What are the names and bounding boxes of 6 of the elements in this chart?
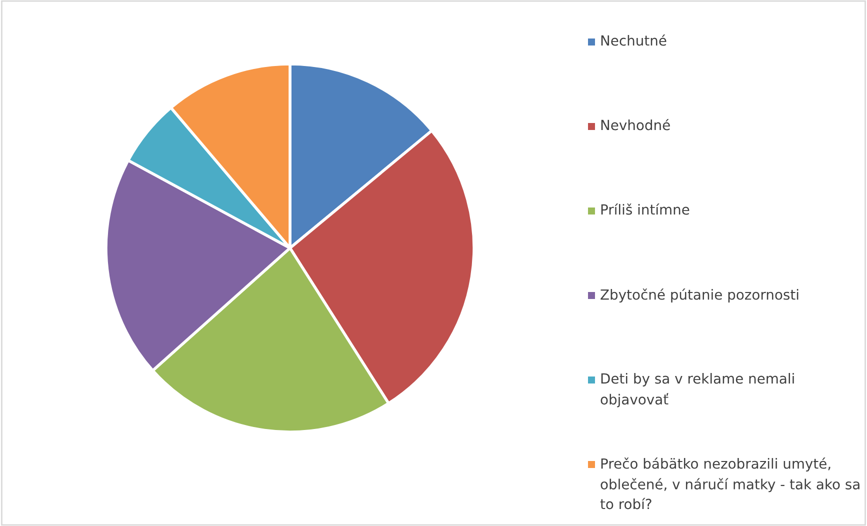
legend-label: Deti by sa v reklame nemali objavovať (600, 373, 794, 408)
legend-label: Príliš intímne (601, 203, 690, 215)
legend-label: Prečo bábätko nezobrazili umyté, oblečené, v náručí matky - tak ako sa to robí? (600, 458, 860, 510)
legend-label: Nechutné (601, 34, 666, 46)
legend-label: Nevhodné (601, 118, 670, 130)
legend-label: Zbytočné pútanie pozornosti (600, 288, 798, 302)
